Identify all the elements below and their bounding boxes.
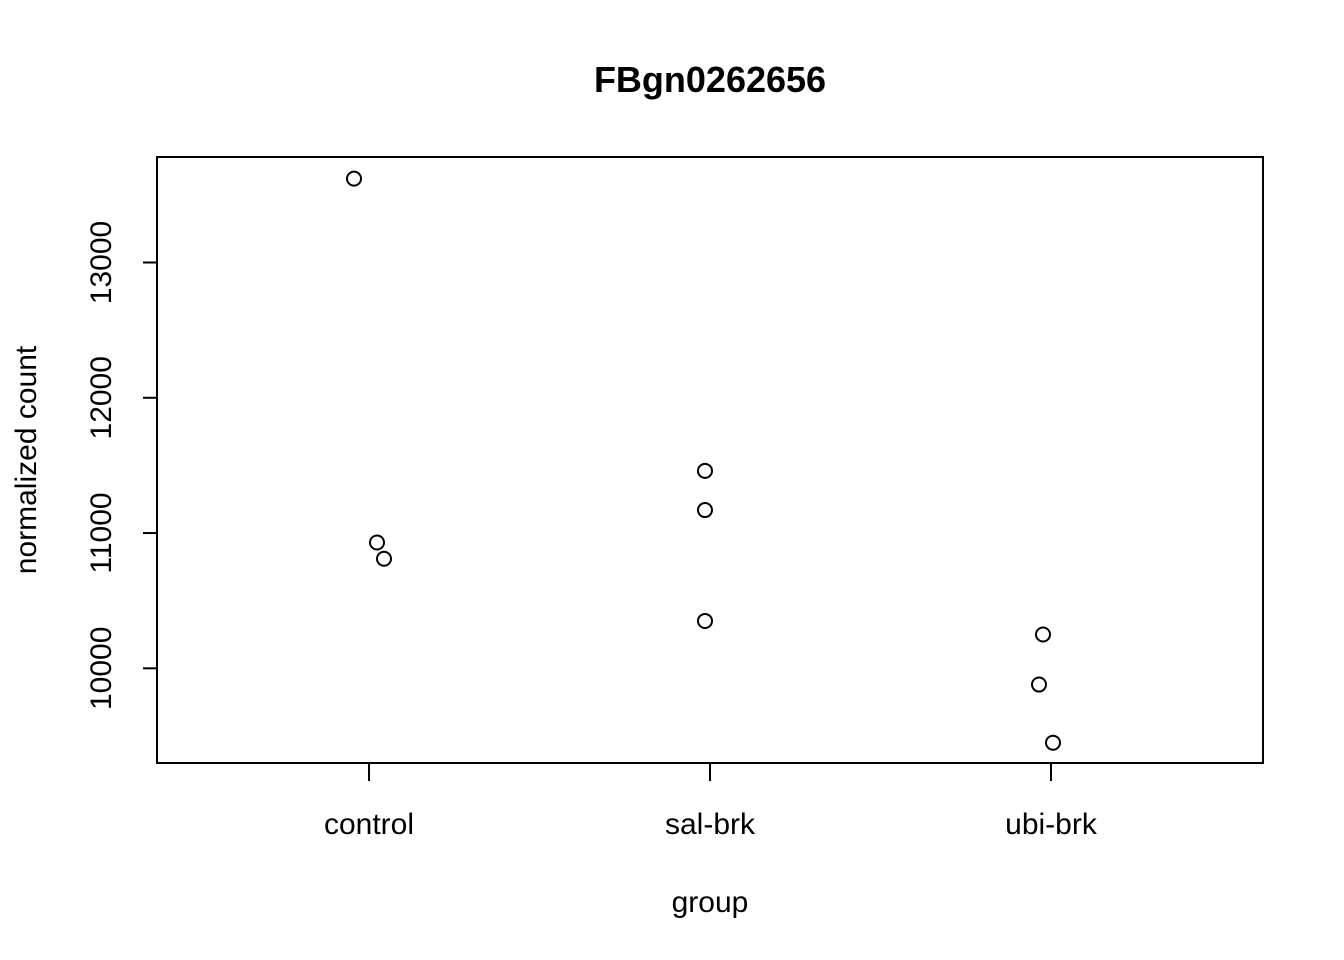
y-axis: 10000 11000 12000 13000 xyxy=(85,221,157,710)
data-points xyxy=(346,170,1061,751)
data-point xyxy=(376,550,392,567)
x-tick-label: ubi-brk xyxy=(1005,808,1098,841)
x-axis-label: group xyxy=(672,886,749,919)
data-point xyxy=(697,462,713,479)
y-tick-label: 12000 xyxy=(85,356,118,439)
chart-title: FBgn0262656 xyxy=(594,59,826,100)
data-point xyxy=(1045,734,1061,751)
data-point xyxy=(346,170,362,187)
data-point xyxy=(697,612,713,629)
x-tick-label: control xyxy=(324,808,414,841)
data-point xyxy=(369,534,385,551)
y-tick-label: 11000 xyxy=(85,492,118,573)
data-point xyxy=(697,502,713,519)
x-tick-label: sal-brk xyxy=(665,808,756,841)
y-axis-label: normalized count xyxy=(10,345,43,574)
y-tick-label: 10000 xyxy=(85,627,118,710)
plot-frame xyxy=(156,156,1264,764)
y-tick-label: 13000 xyxy=(85,221,118,304)
x-axis: control sal-brk ubi-brk xyxy=(324,763,1098,841)
data-point xyxy=(1035,626,1051,643)
data-point xyxy=(1031,676,1047,693)
